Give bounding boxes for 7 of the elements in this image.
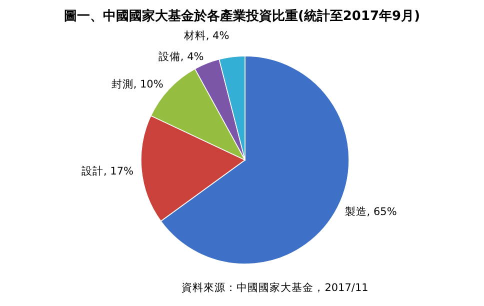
chart-title: 圖一、中國國家大基金於各產業投資比重(統計至2017年9月): [64, 8, 420, 24]
slice-label: 封測, 10%: [111, 77, 164, 90]
slice-label: 材料, 4%: [182, 28, 230, 42]
slice-label: 設備, 4%: [158, 50, 204, 63]
slice-label: 設計, 17%: [81, 164, 134, 178]
slice-label: 製造, 65%: [344, 204, 397, 218]
source-note: 資料來源：中國國家大基金，2017/11: [182, 281, 368, 294]
